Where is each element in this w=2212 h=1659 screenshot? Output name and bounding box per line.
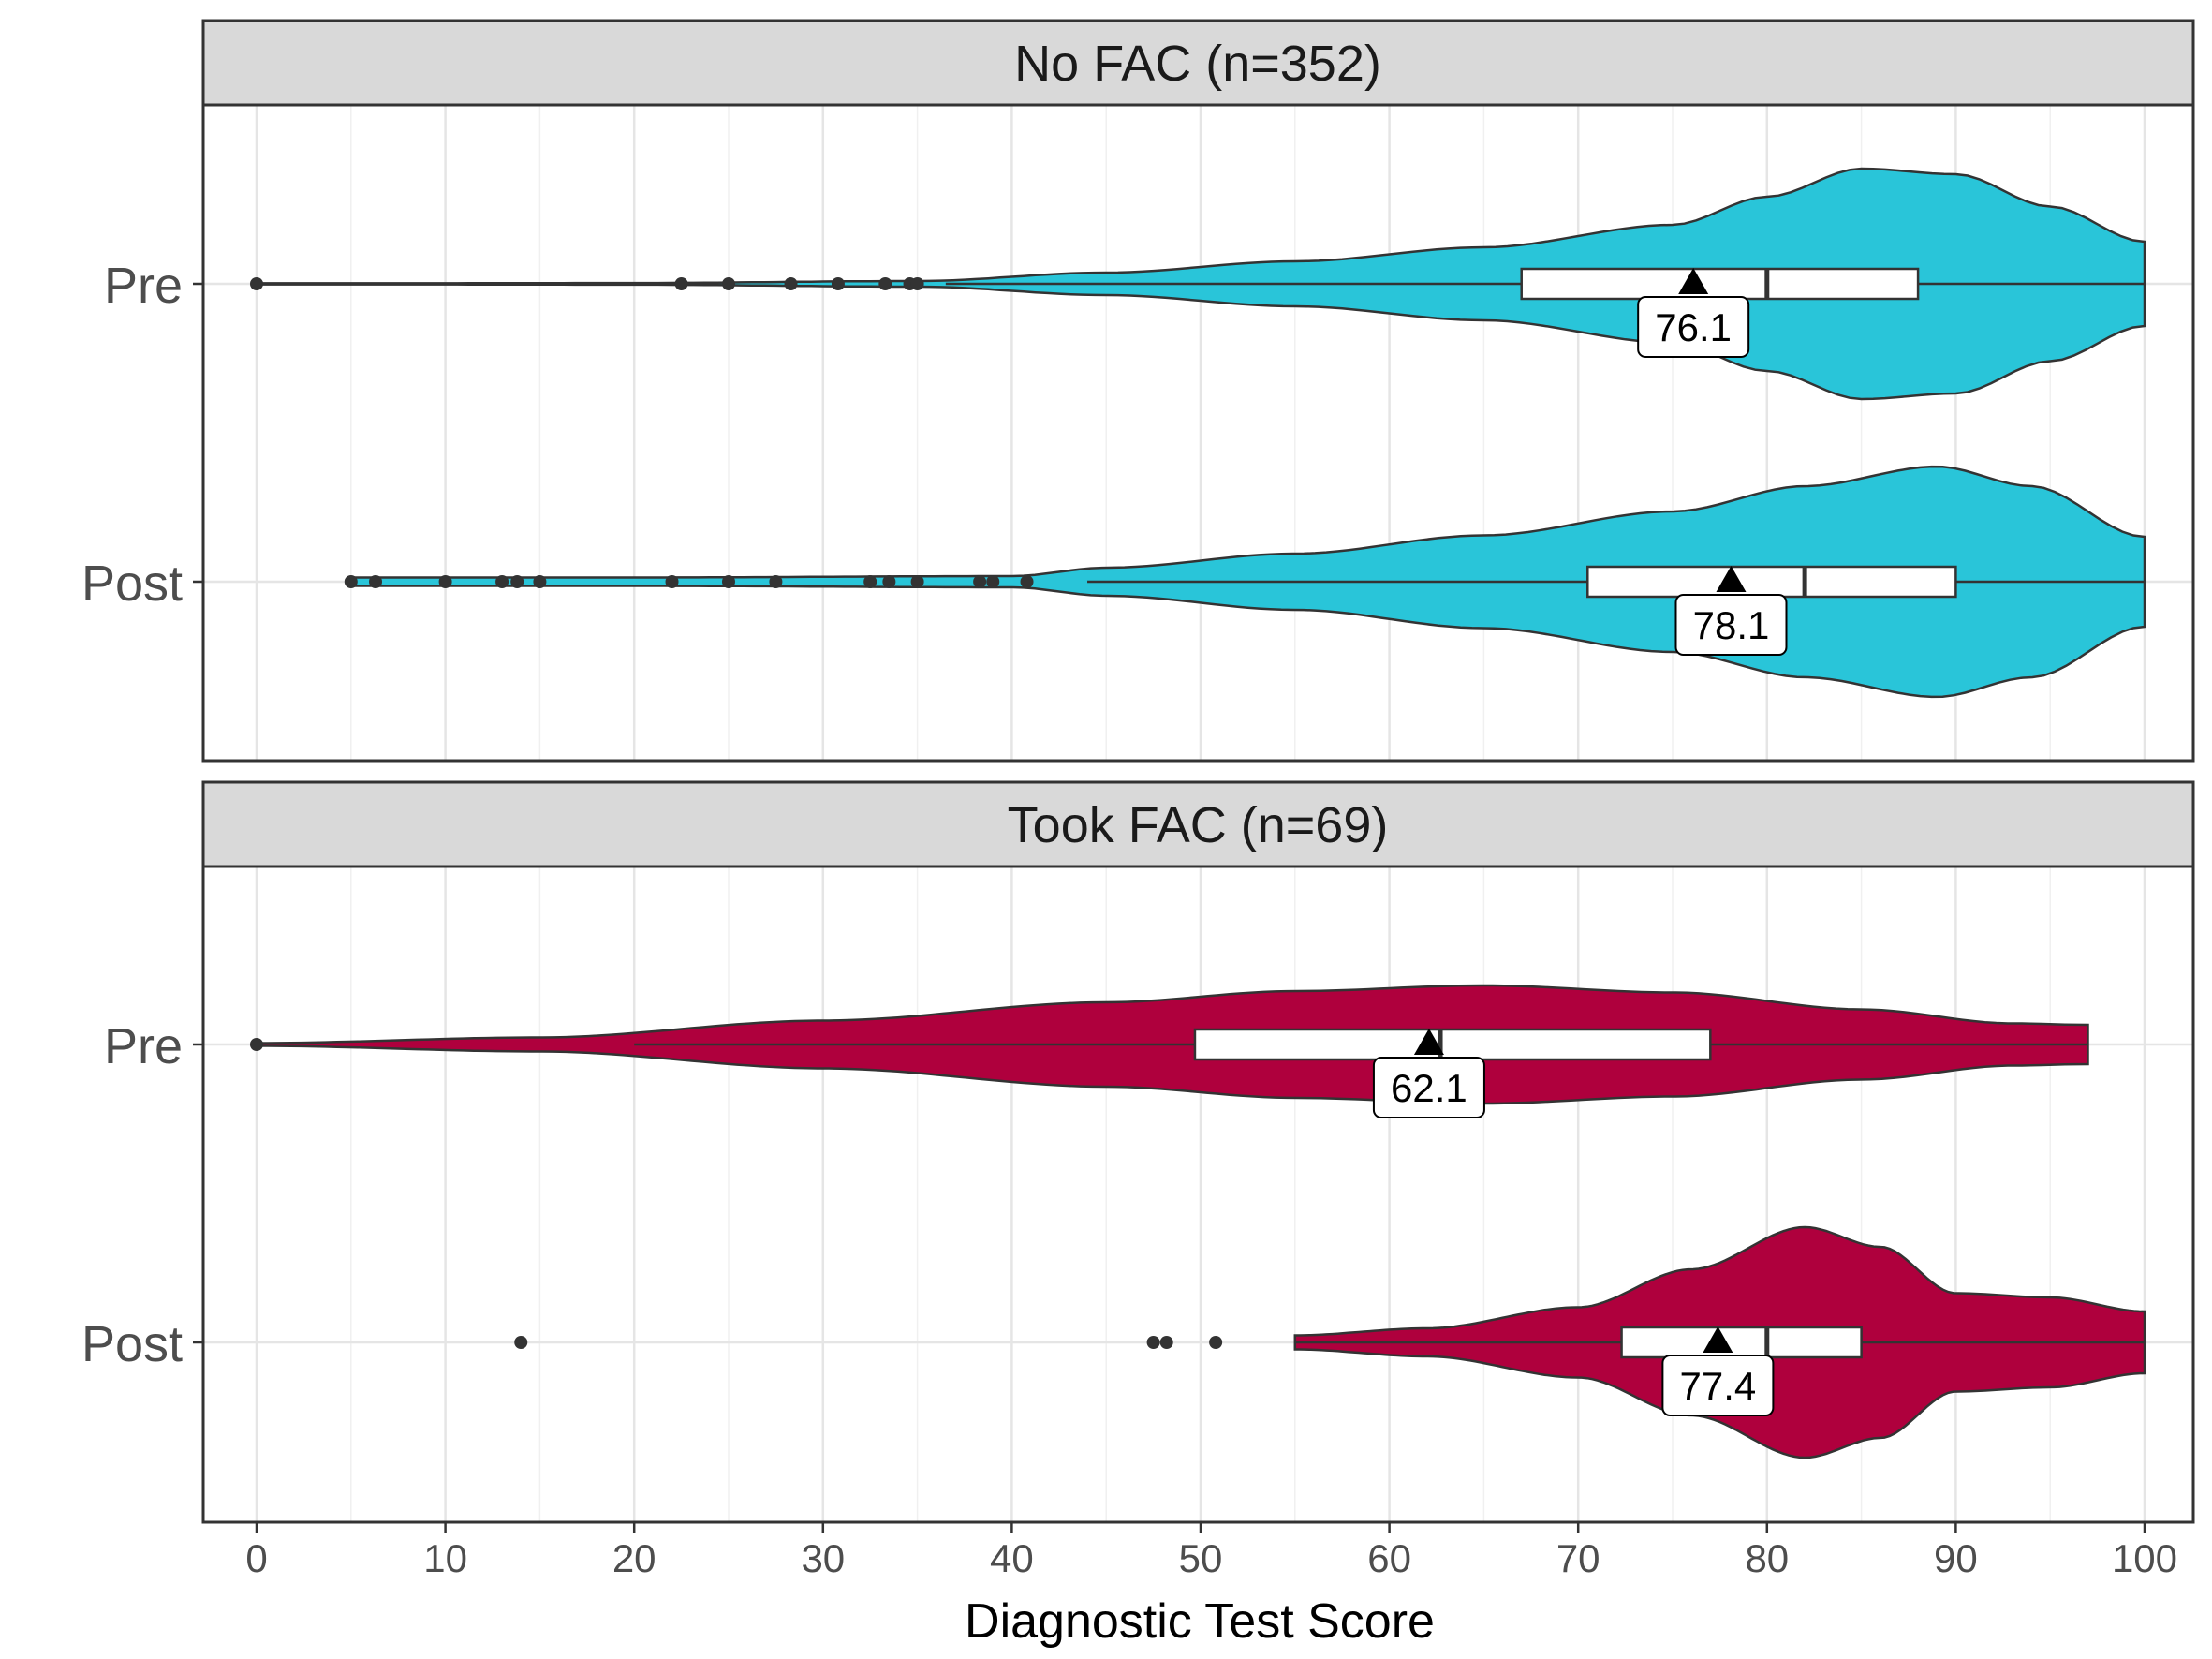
outlier-point bbox=[438, 575, 452, 588]
x-axis-title: Diagnostic Test Score bbox=[965, 1594, 1435, 1649]
outlier-point bbox=[250, 277, 263, 290]
y-label-no-fac-pre: Pre bbox=[104, 258, 183, 314]
x-tick-label: 100 bbox=[2112, 1536, 2177, 1580]
outlier-point bbox=[344, 575, 358, 588]
outlier-point bbox=[722, 277, 735, 290]
outlier-point bbox=[863, 575, 877, 588]
box-iqr bbox=[1193, 1028, 1712, 1061]
x-tick-label: 10 bbox=[423, 1536, 467, 1580]
mean-label: 62.1 bbox=[1391, 1066, 1467, 1110]
outlier-point bbox=[510, 575, 524, 588]
outlier-point bbox=[973, 575, 987, 588]
outlier-point bbox=[665, 575, 679, 588]
x-tick-label: 80 bbox=[1745, 1536, 1789, 1580]
outlier-point bbox=[910, 277, 924, 290]
mean-label-box bbox=[1637, 296, 1750, 358]
x-tick-label: 60 bbox=[1367, 1536, 1411, 1580]
x-tick-label: 40 bbox=[990, 1536, 1034, 1580]
strip-1-background bbox=[201, 780, 2195, 868]
panel-0-violins: 76.1 78.1 bbox=[250, 167, 2146, 699]
outlier-point bbox=[986, 575, 1000, 588]
x-tick-label: 20 bbox=[612, 1536, 656, 1580]
mean-marker bbox=[1703, 1326, 1733, 1353]
box-iqr bbox=[1586, 565, 1957, 599]
strip-0-label: No FAC (n=352) bbox=[1014, 36, 1381, 92]
outlier-point bbox=[369, 575, 383, 588]
x-axis: 0 10 20 30 40 50 60 70 80 90 100 bbox=[193, 282, 2177, 1580]
panel-1-border bbox=[201, 865, 2195, 1524]
outlier-point bbox=[722, 575, 735, 588]
y-label-no-fac-post: Post bbox=[81, 555, 183, 612]
mean-label-box bbox=[1674, 594, 1788, 656]
outlier-point bbox=[882, 575, 896, 588]
outlier-point bbox=[1159, 1336, 1173, 1349]
box-iqr bbox=[1520, 267, 1920, 301]
mean-marker bbox=[1678, 268, 1709, 294]
strip-0-background bbox=[201, 19, 2195, 107]
outlier-point bbox=[1146, 1336, 1160, 1349]
outlier-point bbox=[533, 575, 547, 588]
outlier-point bbox=[674, 277, 688, 290]
x-tick-label: 90 bbox=[1934, 1536, 1978, 1580]
outlier-point bbox=[1020, 575, 1034, 588]
outlier-point bbox=[831, 277, 845, 290]
mean-label: 77.4 bbox=[1680, 1364, 1757, 1408]
outlier-point bbox=[769, 575, 783, 588]
x-tick-label: 70 bbox=[1556, 1536, 1600, 1580]
mean-marker bbox=[1413, 1029, 1444, 1055]
outlier-point bbox=[1209, 1336, 1223, 1349]
y-label-took-fac-pre: Pre bbox=[104, 1018, 183, 1074]
outlier-point bbox=[784, 277, 798, 290]
outlier-point bbox=[514, 1336, 528, 1349]
panel-0: No FAC (n=352) 76.1 78.1 Pre Post bbox=[81, 19, 2195, 763]
x-tick-label: 0 bbox=[245, 1536, 267, 1580]
y-label-took-fac-post: Post bbox=[81, 1316, 183, 1372]
panel-1: Took FAC (n=69) 62.1 77.4 Pre Post bbox=[81, 780, 2195, 1524]
outlier-point bbox=[910, 575, 924, 588]
mean-label: 76.1 bbox=[1655, 305, 1732, 349]
outlier-point bbox=[495, 575, 509, 588]
x-tick-label: 30 bbox=[801, 1536, 845, 1580]
mean-label-box bbox=[1372, 1057, 1485, 1118]
strip-1-label: Took FAC (n=69) bbox=[1008, 797, 1389, 853]
mean-label-box bbox=[1661, 1355, 1775, 1416]
mean-marker bbox=[1716, 566, 1747, 592]
mean-label: 78.1 bbox=[1693, 603, 1770, 647]
box-iqr bbox=[1620, 1326, 1863, 1359]
outlier-point bbox=[250, 1038, 263, 1051]
panel-1-violins: 62.1 77.4 bbox=[250, 984, 2146, 1459]
x-tick-label: 50 bbox=[1179, 1536, 1223, 1580]
outlier-point bbox=[878, 277, 892, 290]
panel-0-border bbox=[201, 103, 2195, 763]
